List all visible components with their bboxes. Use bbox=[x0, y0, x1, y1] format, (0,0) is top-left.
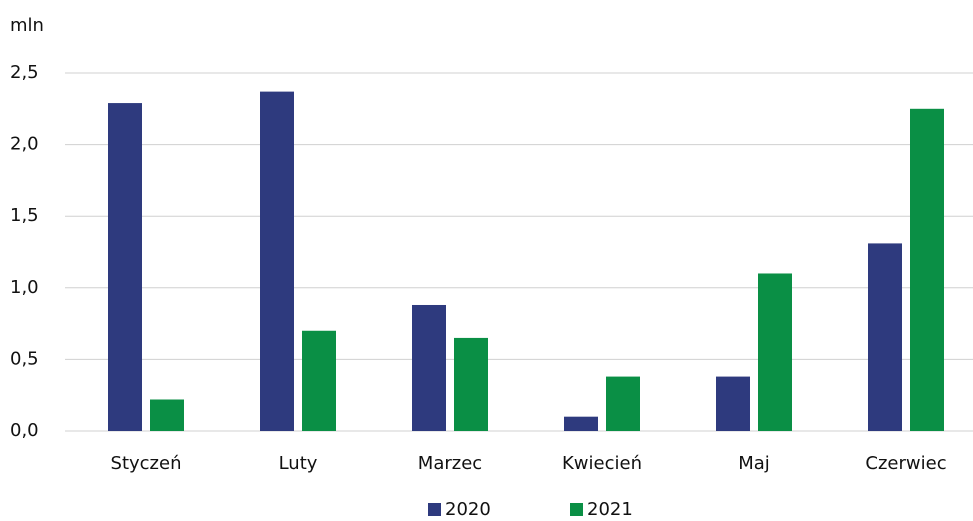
x-tick-label: Czerwiec bbox=[865, 453, 946, 474]
x-tick-label: Marzec bbox=[418, 453, 482, 474]
x-tick-label: Styczeń bbox=[111, 453, 182, 474]
bar bbox=[868, 243, 902, 431]
bar bbox=[412, 304, 446, 431]
legend-swatch bbox=[570, 503, 583, 516]
y-tick-label: 2,0 bbox=[10, 134, 39, 155]
bar bbox=[260, 91, 294, 431]
bar bbox=[910, 108, 944, 432]
x-tick-label: Kwiecień bbox=[562, 453, 642, 474]
bar bbox=[302, 330, 336, 431]
bar bbox=[758, 273, 792, 431]
bar bbox=[150, 399, 184, 431]
legend-swatch bbox=[428, 503, 441, 516]
bar bbox=[454, 337, 488, 431]
y-axis-label: mln bbox=[10, 15, 44, 36]
legend-label: 2021 bbox=[587, 499, 633, 520]
bar bbox=[564, 416, 598, 431]
y-tick-label: 0,5 bbox=[10, 348, 39, 369]
y-tick-label: 2,5 bbox=[10, 62, 39, 83]
y-tick-label: 0,0 bbox=[10, 420, 39, 441]
y-tick-label: 1,5 bbox=[10, 205, 39, 226]
legend-label: 2020 bbox=[445, 499, 491, 520]
bar bbox=[716, 376, 750, 431]
bar bbox=[606, 376, 640, 431]
x-tick-label: Maj bbox=[738, 453, 770, 474]
x-tick-label: Luty bbox=[279, 453, 318, 474]
y-tick-label: 1,0 bbox=[10, 277, 39, 298]
bar bbox=[108, 103, 142, 432]
